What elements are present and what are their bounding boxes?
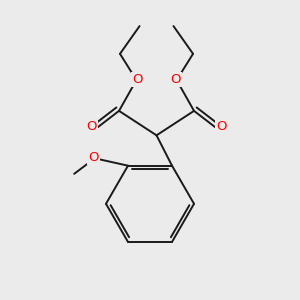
Text: O: O bbox=[132, 73, 142, 86]
Text: O: O bbox=[170, 73, 181, 86]
Text: O: O bbox=[87, 120, 97, 133]
Text: O: O bbox=[216, 120, 226, 133]
Text: O: O bbox=[88, 151, 99, 164]
